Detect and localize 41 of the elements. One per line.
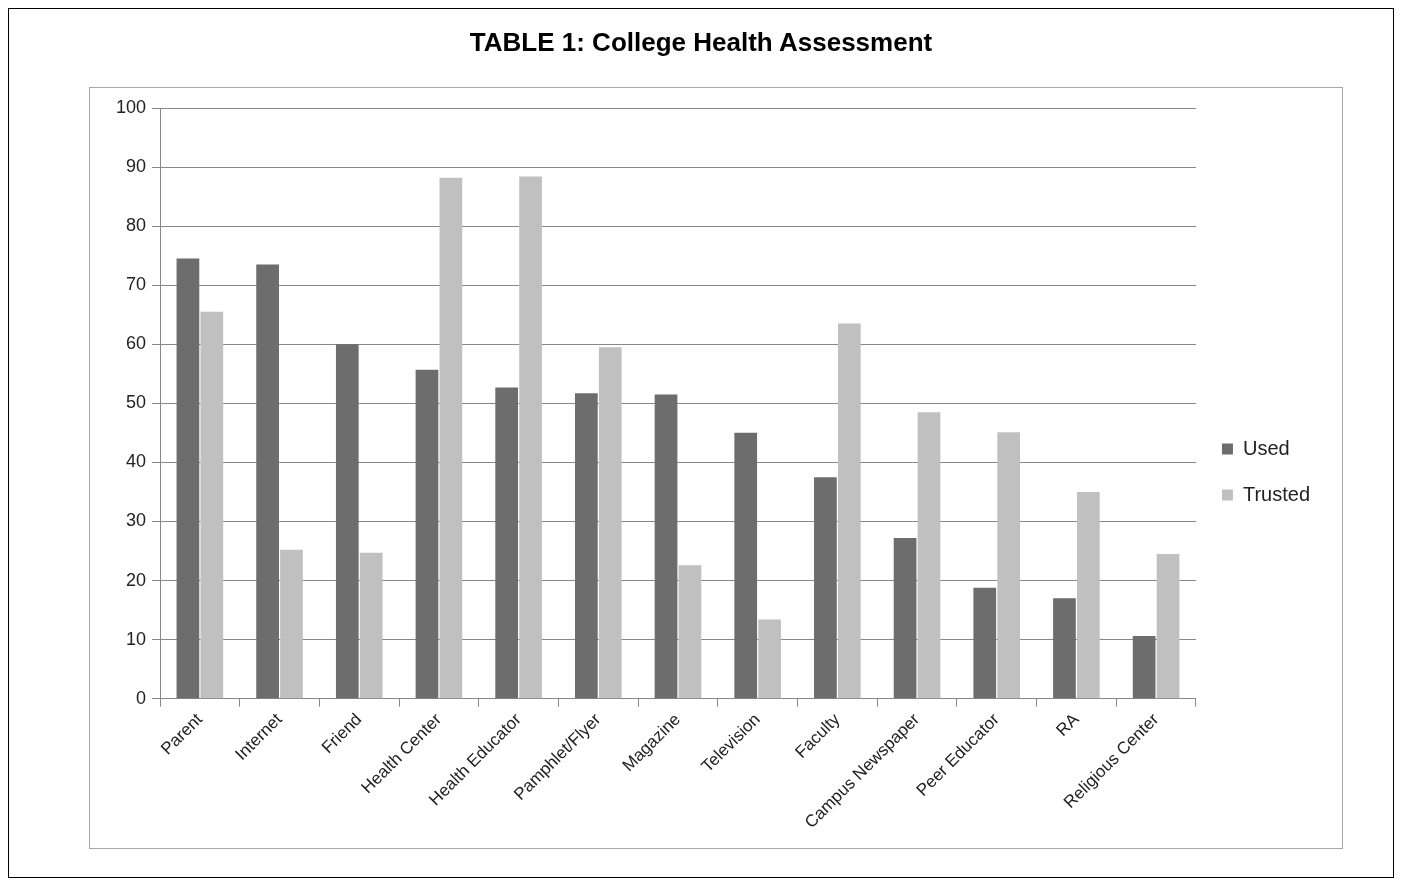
y-tick-label: 50 (126, 392, 147, 413)
bar (758, 619, 781, 699)
bar (519, 176, 542, 699)
y-tick-label: 70 (126, 274, 147, 295)
legend-label: Used (1242, 436, 1290, 459)
bar (678, 565, 702, 699)
bar (1156, 553, 1180, 699)
y-tick-label: 100 (115, 96, 147, 117)
bar (439, 177, 463, 699)
bar (598, 347, 622, 699)
bar (495, 387, 519, 699)
bar (200, 311, 224, 699)
bar (176, 258, 200, 699)
bar (1053, 598, 1076, 699)
bar (359, 552, 383, 699)
bar (997, 432, 1021, 699)
bar (917, 412, 941, 699)
bar (973, 587, 997, 699)
legend-label: Trusted (1242, 482, 1310, 505)
bar (280, 549, 303, 699)
y-tick-label: 0 (136, 687, 147, 708)
y-tick-label: 30 (126, 510, 147, 531)
bar (654, 394, 678, 699)
y-tick-label: 10 (126, 628, 147, 649)
y-tick-label: 60 (126, 333, 147, 354)
x-tick-label: RA (1052, 709, 1084, 740)
y-tick-label: 40 (126, 451, 147, 472)
bar (814, 477, 837, 699)
bar (256, 264, 279, 699)
bar (574, 393, 598, 699)
chart-title: TABLE 1: College Health Assessment (468, 27, 934, 58)
bar (837, 323, 861, 699)
bar (1132, 636, 1156, 699)
bar (1077, 491, 1100, 699)
bar (335, 344, 359, 699)
y-tick-label: 90 (126, 156, 147, 177)
bar (893, 538, 917, 699)
y-tick-label: 20 (126, 569, 147, 590)
bar (734, 432, 758, 699)
y-tick-label: 80 (126, 215, 147, 236)
bar (415, 369, 439, 699)
